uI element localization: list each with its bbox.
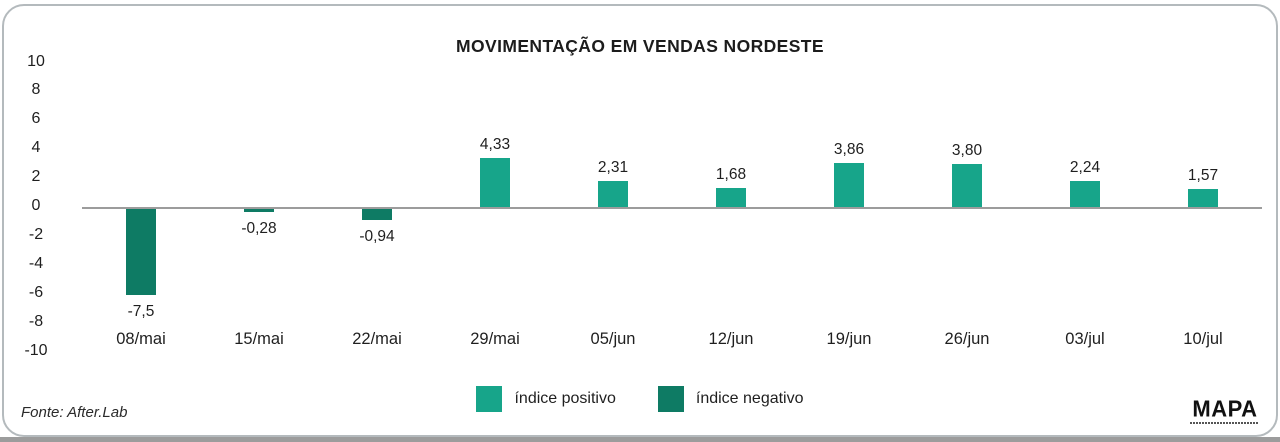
mapa-logo-wordmark: MAPA: [1192, 395, 1258, 422]
x-axis-label: 26/jun: [944, 330, 990, 348]
y-axis-tick-label: -6: [28, 283, 44, 301]
y-axis-tick-label: 0: [31, 197, 41, 214]
bar-positive: [1070, 181, 1100, 207]
chart-title: MOVIMENTAÇÃO EM VENDAS NORDESTE: [456, 36, 824, 56]
bar-value-label: -0,94: [359, 228, 395, 245]
y-axis-tick-label: -10: [24, 341, 48, 359]
legend-swatch-positive-icon: [476, 386, 503, 412]
bar-negative: [126, 209, 156, 295]
y-axis-tick-label: -4: [28, 254, 44, 272]
x-axis-label: 15/mai: [234, 330, 284, 348]
mapa-logo-subtext-line: [1190, 422, 1258, 424]
bar-positive: [952, 164, 982, 207]
bar-value-label: 3,86: [833, 141, 865, 158]
legend-item: índice positivo: [476, 386, 616, 412]
bar-value-label: 1,68: [715, 166, 747, 183]
bar-column: -0,94 22/mai: [318, 6, 436, 435]
bar-value-label: 3,80: [951, 142, 983, 159]
bar-positive: [1188, 189, 1218, 207]
bar-column: 1,68 12/jun: [672, 6, 790, 435]
bar-negative: [244, 209, 274, 212]
legend-swatch-negative-icon: [657, 386, 684, 412]
bar-value-label: -0,28: [241, 220, 277, 237]
bar-negative: [362, 209, 392, 220]
y-axis-tick-label: -2: [28, 225, 44, 243]
bar-value-label: 2,31: [597, 159, 629, 176]
x-axis-label: 22/mai: [352, 330, 402, 348]
x-axis-label: 19/jun: [826, 330, 872, 348]
y-axis-tick-label: 6: [31, 110, 41, 128]
bar-value-label: 2,24: [1069, 159, 1101, 176]
chart-area: MOVIMENTAÇÃO EM VENDAS NORDESTE 10 8 6 4 2 0 -…: [4, 6, 1276, 435]
y-axis-tick-label: 8: [31, 81, 41, 99]
x-axis-label: 05/jun: [590, 330, 636, 348]
y-axis-tick-label: 4: [31, 139, 41, 157]
bar-column: -0,28 15/mai: [200, 6, 318, 435]
x-axis-label: 08/mai: [116, 330, 166, 348]
bar-column: -7,5 08/mai: [82, 6, 200, 435]
chart-card: MOVIMENTAÇÃO EM VENDAS NORDESTE 10 8 6 4 2 0 -…: [2, 4, 1278, 437]
legend-label: índice negativo: [695, 390, 804, 407]
x-axis-label: 12/jun: [708, 330, 754, 348]
x-axis-zero-line: [82, 207, 1262, 209]
x-axis-label: 03/jul: [1065, 330, 1105, 348]
bar-series: -7,5 08/mai -0,28 15/mai -0,94 22/mai 4,33 29/m…: [82, 6, 1262, 435]
bar-positive: [834, 163, 864, 207]
legend-item: índice negativo: [657, 386, 804, 412]
bar-positive: [716, 188, 746, 207]
bar-value-label: 1,57: [1187, 167, 1219, 184]
bar-column: 2,31 05/jun: [554, 6, 672, 435]
chart-legend: índice positivo índice negativo: [4, 386, 1276, 412]
mapa-logo: MAPA: [1190, 395, 1260, 424]
bar-column: 3,80 26/jun: [908, 6, 1026, 435]
bar-value-label: 4,33: [479, 136, 511, 153]
bar-column: 4,33 29/mai: [436, 6, 554, 435]
y-axis-tick-label: 2: [31, 168, 41, 186]
bar-column: 2,24 03/jul: [1026, 6, 1144, 435]
y-axis-tick-label: 10: [27, 52, 45, 70]
bar-value-label: -7,5: [127, 303, 155, 320]
bar-column: 1,57 10/jul: [1144, 6, 1262, 435]
source-note: Fonte: After.Lab: [21, 404, 128, 421]
bottom-divider-strip: [0, 437, 1280, 442]
bar-column: 3,86 19/jun: [790, 6, 908, 435]
y-axis-tick-label: -8: [28, 312, 44, 330]
bar-positive: [598, 181, 628, 207]
x-axis-label: 10/jul: [1183, 330, 1223, 348]
bar-positive: [480, 158, 510, 207]
legend-label: índice positivo: [514, 390, 616, 407]
x-axis-label: 29/mai: [470, 330, 520, 348]
